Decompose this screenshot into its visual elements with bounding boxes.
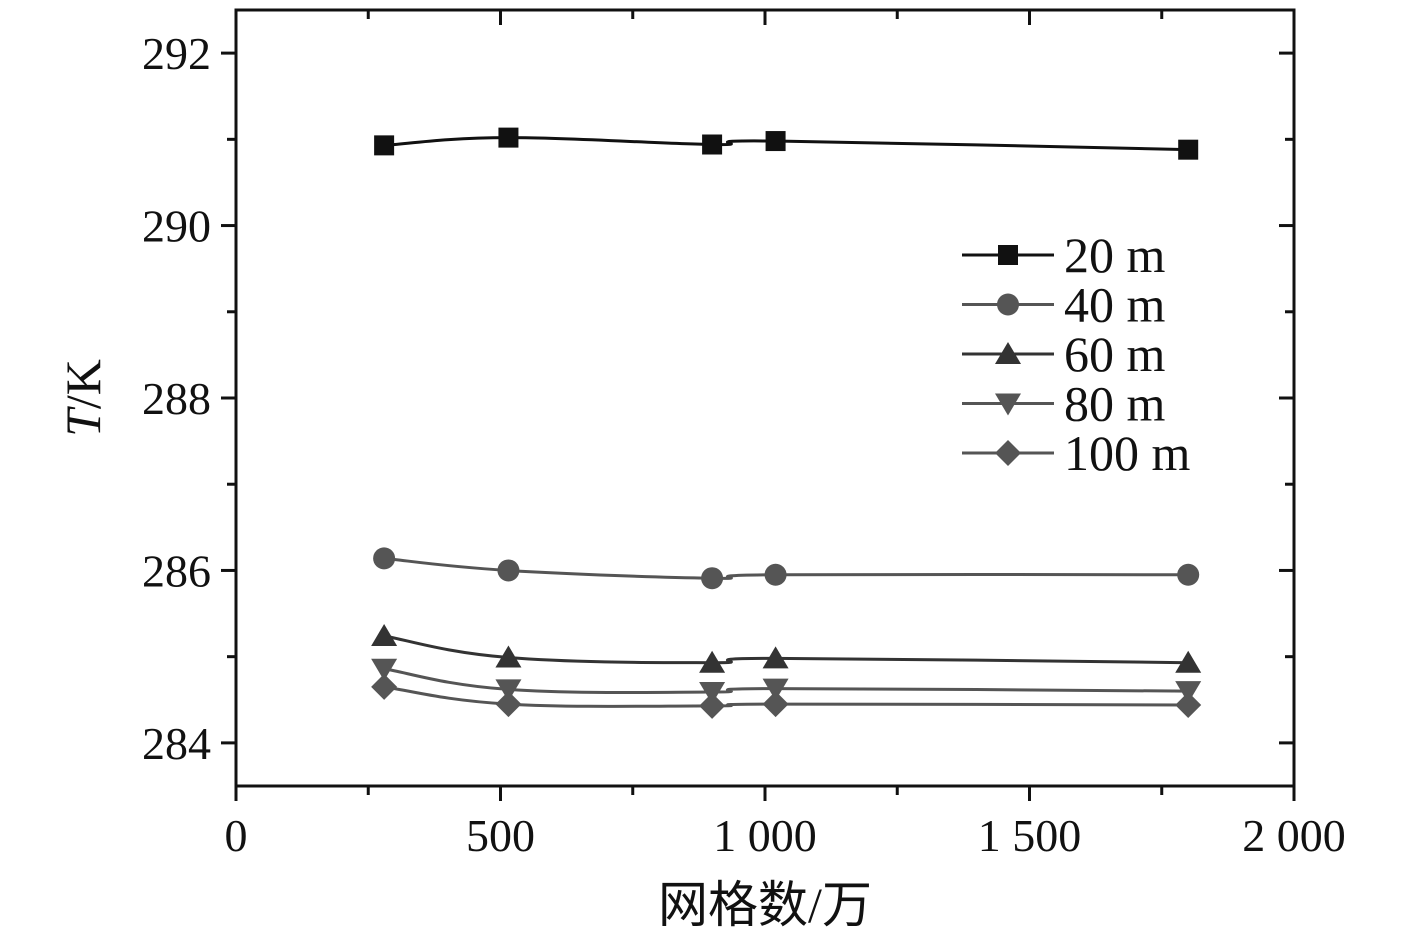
series-layer [371,127,1202,719]
data-point [702,134,723,155]
data-point [495,691,522,718]
series-line [383,667,1189,695]
series-1 [374,127,1199,160]
data-point [762,678,789,701]
x-tick-label: 1 500 [978,810,1082,861]
y-axis-label-italic: T [55,406,111,437]
y-tick-label: 292 [142,28,211,79]
legend-item: 20 m [962,227,1166,283]
data-point [764,563,787,586]
x-tick-label: 500 [466,810,535,861]
data-point [495,679,522,702]
y-axis-label: T/K [55,359,111,437]
legend-item: 40 m [962,277,1166,333]
series-5 [371,673,1202,719]
legend-label: 80 m [1064,376,1166,432]
legend-marker [995,342,1021,364]
data-point [762,691,789,718]
legend-item: 60 m [962,326,1166,382]
data-point [762,646,789,669]
legend-marker [995,440,1021,466]
plot-frame [234,8,1296,788]
y-tick-label: 286 [142,545,211,596]
legend-label: 40 m [1064,277,1166,333]
data-point [701,567,724,590]
series-line [383,685,1189,708]
series-line [383,634,1189,665]
data-point [497,559,520,582]
y-tick-label: 288 [142,373,211,424]
y-tick-label: 290 [142,201,211,252]
y-axis-label-unit: /K [55,359,111,409]
data-point [374,135,395,156]
data-point [498,127,519,148]
legend-marker [997,293,1019,316]
data-point [765,131,786,152]
y-tick-labels: 284 286 288 290 292 [142,28,211,769]
series-line [384,136,1189,152]
x-axis-label: 网格数/万 [658,877,872,933]
series-line [383,556,1189,580]
data-point [373,547,396,570]
data-point [1175,650,1202,673]
x-tick-label: 1 000 [713,810,817,861]
y-tick-label: 284 [142,718,211,769]
legend-label: 20 m [1064,227,1166,283]
data-point [371,623,398,646]
data-point [495,645,522,668]
legend-item: 100 m [962,425,1191,481]
data-point [371,658,398,681]
data-point [371,673,398,700]
legend-label: 60 m [1064,326,1166,382]
legend-marker [995,393,1021,416]
series-2 [373,547,1200,590]
legend-label: 100 m [1064,425,1191,481]
legend-item: 80 m [962,376,1166,432]
x-tick-label: 2 000 [1242,810,1346,861]
x-tick-label: 0 [225,810,248,861]
series-3 [371,623,1202,673]
legend-marker [998,245,1018,265]
data-point [1175,691,1202,718]
data-point [699,650,726,673]
data-point [699,692,726,719]
x-tick-labels: 0 500 1 000 1 500 2 000 [225,810,1346,861]
data-point [1177,563,1200,586]
data-point [1178,139,1199,160]
